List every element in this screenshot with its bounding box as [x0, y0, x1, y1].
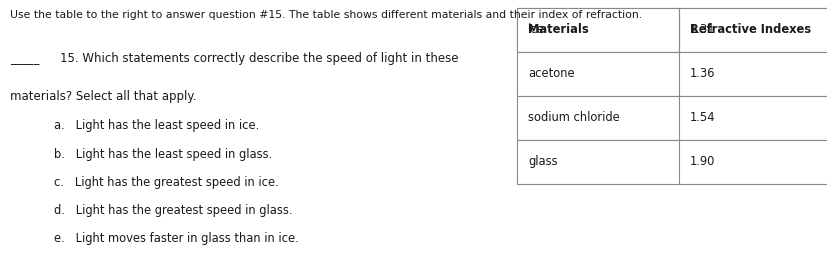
Text: acetone: acetone [528, 67, 574, 80]
Text: Refractive Indexes: Refractive Indexes [689, 23, 810, 36]
Text: b.   Light has the least speed in glass.: b. Light has the least speed in glass. [54, 148, 272, 161]
Text: Materials: Materials [528, 23, 588, 36]
Text: c.   Light has the greatest speed in ice.: c. Light has the greatest speed in ice. [54, 176, 278, 189]
Text: d.   Light has the greatest speed in glass.: d. Light has the greatest speed in glass… [54, 204, 292, 217]
Text: 1.31: 1.31 [689, 23, 715, 36]
Text: materials? Select all that apply.: materials? Select all that apply. [10, 90, 196, 103]
Bar [517, 96, 827, 140]
Text: ice: ice [528, 23, 544, 36]
Bar [517, 52, 827, 96]
Text: 1.36: 1.36 [689, 67, 715, 80]
Bar [517, 8, 827, 52]
Text: glass: glass [528, 155, 557, 168]
Text: a.   Light has the least speed in ice.: a. Light has the least speed in ice. [54, 119, 259, 132]
Text: 1.90: 1.90 [689, 155, 715, 168]
Text: _____: _____ [10, 52, 39, 66]
Text: Use the table to the right to answer question #15. The table shows different mat: Use the table to the right to answer que… [10, 10, 641, 20]
Text: 1.54: 1.54 [689, 111, 715, 124]
Bar [517, 140, 827, 184]
Text: e.   Light moves faster in glass than in ice.: e. Light moves faster in glass than in i… [54, 232, 299, 245]
Bar [517, 8, 827, 52]
Text: 15. Which statements correctly describe the speed of light in these: 15. Which statements correctly describe … [60, 52, 457, 66]
Text: sodium chloride: sodium chloride [528, 111, 619, 124]
